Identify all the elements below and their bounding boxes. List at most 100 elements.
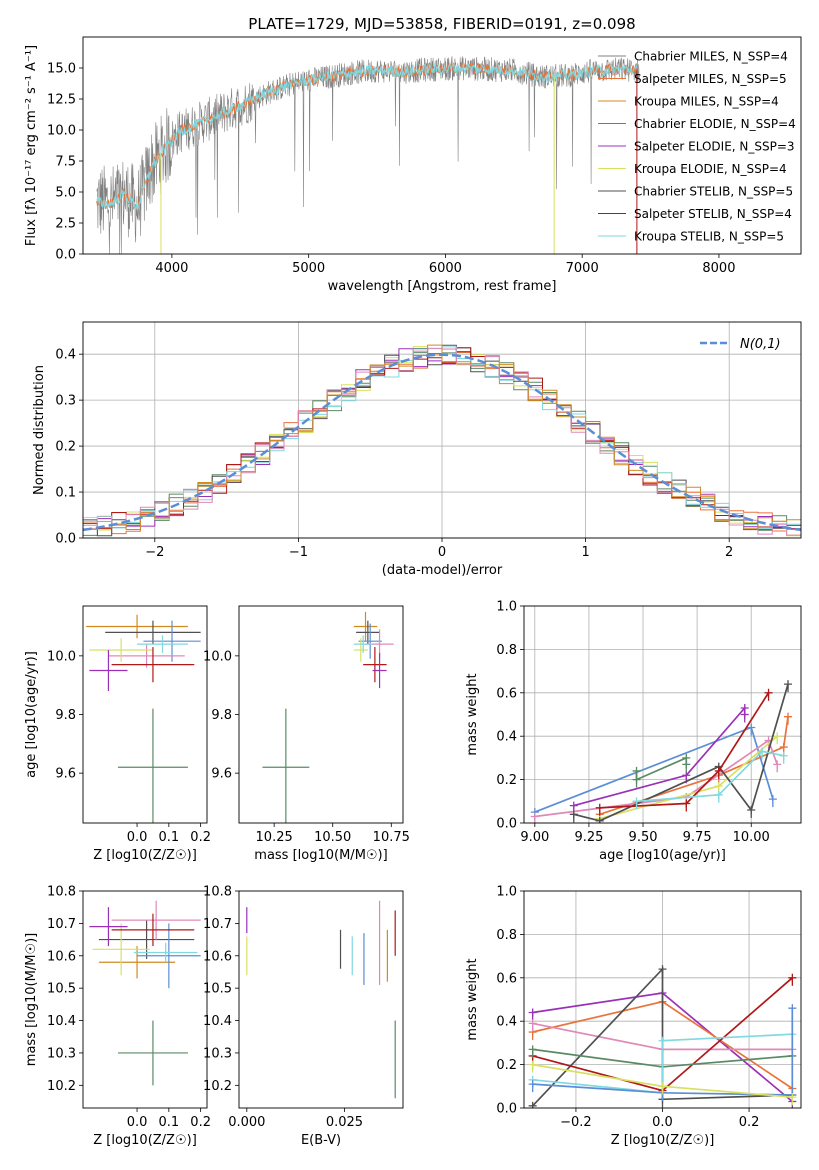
legend-entry: Chabrier ELODIE, N_SSP=4 (634, 117, 796, 131)
x-tick-label: 0.0 (127, 830, 148, 845)
x-tick-label: 0.2 (190, 830, 211, 845)
axes-frame (523, 605, 802, 824)
legend-entry: N(0,1) (740, 337, 781, 352)
y-tick-label: 0.4 (496, 1015, 517, 1030)
y-tick-label: 9.8 (55, 708, 76, 723)
y-tick-label: 0.3 (55, 394, 76, 409)
y-axis-label: Flux [fλ 10⁻¹⁷ erg cm⁻² s⁻¹ A⁻¹] (24, 45, 39, 246)
plot-area (262, 611, 394, 823)
y-tick-label: 9.6 (55, 767, 76, 782)
y-tick-label: 7.5 (55, 155, 76, 170)
y-tick-label: 5.0 (55, 186, 76, 201)
x-tick-label: 10.25 (256, 830, 293, 845)
y-tick-label: 10.0 (47, 649, 76, 664)
gaussian-curve (83, 353, 801, 532)
legend-entry: Kroupa ELODIE, N_SSP=4 (634, 162, 787, 176)
x-tick-label: 0.1 (159, 1115, 180, 1130)
x-axis-label: wavelength [Angstrom, rest frame] (328, 279, 557, 294)
x-tick-label: −1 (289, 545, 308, 560)
y-tick-label: 10.6 (203, 949, 232, 964)
y-tick-label: 0.2 (55, 440, 76, 455)
x-tick-label: 0.0 (652, 1115, 673, 1130)
x-axis-label: (data-model)/error (382, 563, 503, 578)
mass-weight-line (573, 683, 789, 822)
legend-entry: Chabrier STELIB, N_SSP=5 (634, 185, 793, 199)
x-tick-label: 0.000 (228, 1115, 265, 1130)
y-tick-label: 10.7 (203, 917, 232, 932)
y-tick-label: 0.2 (496, 1058, 517, 1073)
axes-frame (523, 890, 802, 1109)
x-tick-label: 10.75 (373, 830, 410, 845)
x-tick-label: 2 (725, 545, 733, 560)
y-tick-label: 10.0 (47, 124, 76, 139)
axes-frame (82, 321, 802, 539)
mass-weight-line (532, 1008, 794, 1096)
chart-title: PLATE=1729, MJD=53858, FIBERID=0191, z=0… (248, 15, 635, 33)
x-axis-label: Z [log10(Z/Z☉)] (93, 1133, 197, 1148)
y-tick-label: 9.8 (211, 708, 232, 723)
y-tick-label: 10.4 (47, 1014, 76, 1029)
mass-weight-line (599, 692, 770, 809)
mass-weight-line (532, 966, 793, 1107)
panel-age_vs_mass: 10.25 10.50 10.75 9.6 9.8 10.0 mass [log10(M/M… (203, 605, 410, 863)
y-tick-label: 0.0 (55, 532, 76, 547)
y-tick-label: 0.6 (496, 971, 517, 986)
legend-entry: Chabrier MILES, N_SSP=4 (634, 50, 788, 64)
y-tick-label: 10.8 (203, 885, 232, 900)
axes-frame (82, 605, 208, 824)
mass-weight-line (532, 1033, 793, 1094)
x-axis-label: age [log10(age/yr)] (599, 848, 726, 863)
y-tick-label: 0.2 (496, 773, 517, 788)
y-axis-label: mass weight (465, 958, 480, 1040)
plot-area (246, 900, 396, 1099)
x-tick-label: 10.00 (733, 830, 770, 845)
x-axis-label: mass [log10(M/M☉)] (254, 848, 387, 863)
y-tick-label: 0.0 (496, 1102, 517, 1117)
panel-mass_vs_EBV: 0.000 0.025 10.2 10.3 10.4 10.5 10.6 10.7 10.8 E(… (203, 885, 404, 1148)
y-tick-label: 0.0 (496, 817, 517, 832)
y-tick-label: 0.0 (55, 248, 76, 263)
x-tick-label: 9.00 (520, 830, 549, 845)
x-tick-label: 0.2 (739, 1115, 760, 1130)
x-tick-label: 7000 (566, 261, 599, 276)
panel-age_vs_Z: 0.0 0.1 0.2 9.6 9.8 10.0 Z [log10(Z/Z☉)] age [l… (24, 605, 211, 863)
x-tick-label: −0.2 (560, 1115, 592, 1130)
y-axis-label: mass [log10(M/M☉)] (24, 933, 39, 1066)
y-axis-label: age [log10(age/yr)] (24, 651, 39, 778)
legend-entry: Salpeter STELIB, N_SSP=4 (634, 207, 792, 221)
plot-area (528, 965, 797, 1108)
y-tick-label: 10.0 (203, 649, 232, 664)
y-tick-label: 0.8 (496, 643, 517, 658)
x-axis-label: Z [log10(Z/Z☉)] (611, 1133, 715, 1148)
legend-entry: Kroupa MILES, N_SSP=4 (634, 95, 779, 109)
x-tick-label: 1 (581, 545, 589, 560)
y-tick-label: 10.7 (47, 917, 76, 932)
legend-entry: Kroupa STELIB, N_SSP=5 (634, 230, 784, 244)
y-tick-label: 10.6 (47, 949, 76, 964)
plot-area (96, 56, 640, 254)
y-tick-label: 9.6 (211, 767, 232, 782)
y-tick-label: 10.3 (47, 1046, 76, 1061)
x-tick-label: 9.25 (574, 830, 603, 845)
y-tick-label: 0.1 (55, 486, 76, 501)
y-tick-label: 10.8 (47, 885, 76, 900)
y-tick-label: 1.0 (496, 600, 517, 615)
x-tick-label: 9.75 (683, 830, 712, 845)
axes-frame (238, 605, 404, 824)
y-tick-label: 1.0 (496, 885, 517, 900)
x-axis-label: Z [log10(Z/Z☉)] (93, 848, 197, 863)
plot-area (530, 680, 793, 823)
panel-mw_vs_Z: −0.2 0.0 0.2 0.0 0.2 0.4 0.6 0.8 1.0 Z [log10(Z/Z… (465, 885, 802, 1148)
legend-entry: Salpeter MILES, N_SSP=5 (634, 72, 787, 86)
panel-mw_vs_age: 9.00 9.25 9.50 9.75 10.00 0.0 0.2 0.4 0.6 0.8 1.0 a… (465, 600, 802, 863)
x-tick-label: 5000 (292, 261, 325, 276)
y-tick-label: 0.6 (496, 686, 517, 701)
y-axis-label: mass weight (465, 673, 480, 755)
panel-spectrum: 4000 5000 6000 7000 8000 0.0 2.5 5.0 7.5 10.0 12.5… (24, 15, 802, 294)
x-tick-label: 0.2 (190, 1115, 211, 1130)
x-tick-label: 0.0 (127, 1115, 148, 1130)
plot-area (86, 614, 201, 823)
y-tick-label: 10.5 (203, 982, 232, 997)
y-tick-label: 0.8 (496, 928, 517, 943)
axes-frame (82, 890, 208, 1109)
